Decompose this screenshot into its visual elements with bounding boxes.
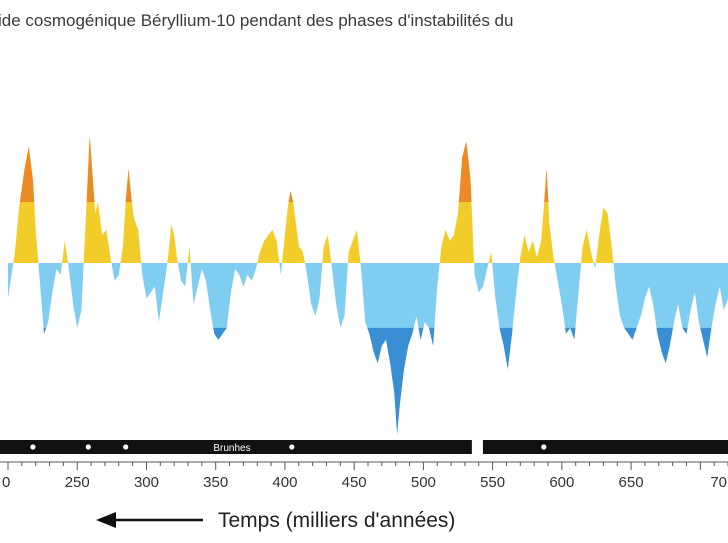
x-tick-label: 450 (342, 474, 367, 491)
x-axis-title: Temps (milliers d'années) (218, 509, 455, 532)
series-positive-area (8, 135, 728, 263)
polarity-label: Brunhes (213, 443, 250, 454)
arrow-head (96, 512, 116, 528)
x-tick-label: 500 (411, 474, 436, 491)
series-negative-low-area (43, 327, 712, 435)
polarity-marker (289, 444, 295, 450)
polarity-bar: Brunhes (0, 440, 728, 454)
x-tick-label: 400 (272, 474, 297, 491)
x-tick-label: 550 (480, 474, 505, 491)
polarity-marker (85, 444, 91, 450)
polarity-segment (482, 440, 728, 454)
polarity-marker (30, 444, 36, 450)
x-tick-label: 0 (2, 474, 10, 491)
x-tick-label: 350 (203, 474, 228, 491)
polarity-segment (0, 440, 472, 454)
series-negative-area (8, 263, 728, 435)
time-direction-arrow (96, 512, 203, 528)
x-tick-label: 650 (619, 474, 644, 491)
x-tick-label: 300 (134, 474, 159, 491)
polarity-marker (123, 444, 129, 450)
chart-title: ide cosmogénique Béryllium-10 pendant de… (0, 11, 513, 30)
x-tick-label: 70 (710, 474, 727, 491)
polarity-marker (541, 444, 547, 450)
x-tick-label: 600 (549, 474, 574, 491)
x-tick-label: 250 (65, 474, 90, 491)
plot-area (8, 135, 728, 435)
x-axis: 0 250 300 350 400 450 500 550 600 650 70 (0, 461, 728, 491)
